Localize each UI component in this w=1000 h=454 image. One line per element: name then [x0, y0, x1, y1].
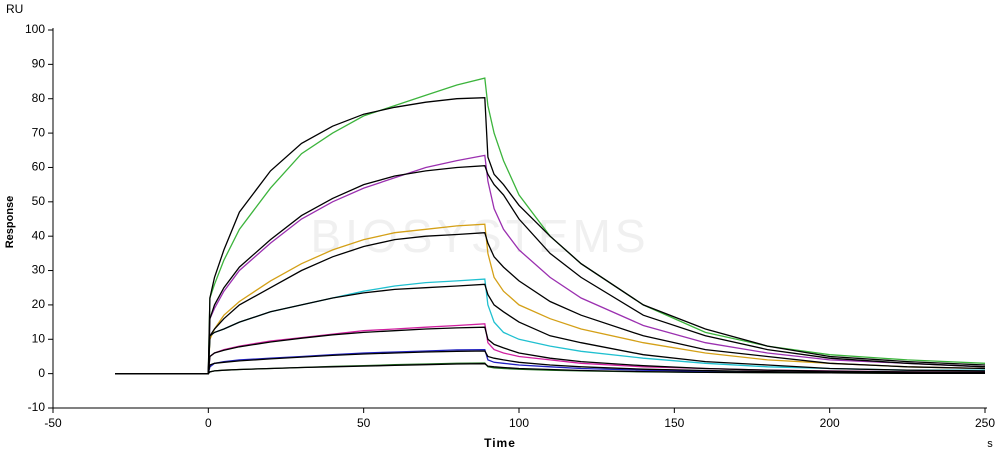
- x-tick-label: 200: [820, 416, 840, 430]
- x-axis-label: Time: [484, 436, 516, 450]
- y-tick-label: 0: [38, 366, 45, 380]
- series-line: [115, 363, 985, 375]
- y-tick-label: 90: [32, 57, 46, 71]
- y-tick-label: 80: [32, 91, 46, 105]
- series-line: [115, 154, 986, 375]
- series-line: [115, 283, 986, 375]
- x-tick-label: 250: [975, 416, 995, 430]
- y-axis-label: Response: [4, 196, 16, 249]
- series-line: [115, 77, 986, 375]
- series-line: [115, 326, 986, 375]
- x-tick-label: 50: [357, 416, 371, 430]
- x-tick-label: -50: [44, 416, 62, 430]
- y-tick-label: 100: [25, 22, 45, 36]
- series-line: [115, 350, 986, 375]
- x-unit: s: [987, 438, 993, 450]
- series-line: [115, 97, 986, 375]
- y-tick-label: 30: [32, 263, 46, 277]
- x-tick-label: 0: [205, 416, 212, 430]
- y-tick-label: 70: [32, 125, 46, 139]
- series-line: [115, 165, 986, 375]
- series-line: [115, 223, 986, 375]
- y-tick-label: 20: [32, 297, 46, 311]
- y-tick-label: -10: [28, 400, 46, 414]
- y-tick-label: 10: [32, 331, 46, 345]
- y-tick-label: 50: [32, 194, 46, 208]
- x-tick-label: 100: [509, 416, 529, 430]
- series-line: [115, 348, 986, 375]
- y-tick-label: 60: [32, 160, 46, 174]
- series-line: [115, 323, 985, 375]
- watermark: BIOSYSTEMS: [310, 210, 649, 262]
- y-tick-label: 40: [32, 228, 46, 242]
- y-unit: RU: [6, 2, 23, 16]
- x-tick-label: 150: [664, 416, 684, 430]
- series-line: [115, 232, 986, 375]
